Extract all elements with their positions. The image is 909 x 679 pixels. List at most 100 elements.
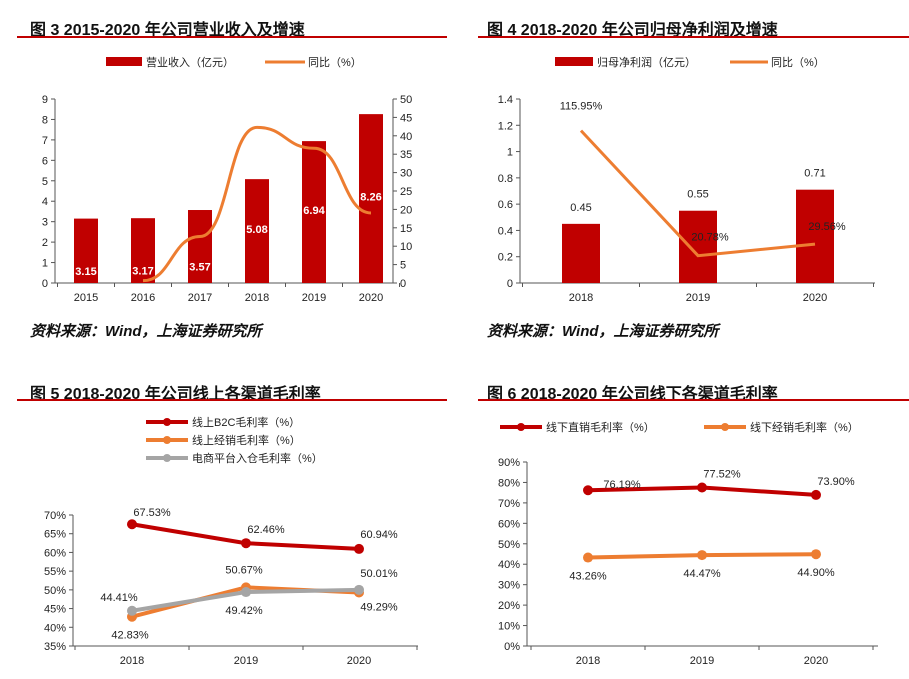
y2-tick-label: 40 (400, 131, 412, 143)
chart4-title: 图 6 2018-2020 年公司线下各渠道毛利率 (487, 386, 778, 403)
revenue-bar (302, 141, 326, 283)
chart3-title: 图 5 2018-2020 年公司线上各渠道毛利率 (30, 386, 321, 403)
y2-tick-label: 0 (400, 278, 406, 290)
chart1-source: 资料来源：Wind，上海证券研究所 (30, 323, 262, 340)
y-tick-label: 3 (42, 217, 48, 229)
y2-tick-label: 35 (400, 149, 412, 161)
legend-label: 归母净利润（亿元） (597, 55, 696, 69)
revenue-bar (359, 114, 383, 283)
y-tick-label: 1.4 (498, 94, 513, 106)
x-tick-label: 2019 (234, 655, 258, 667)
profit-bar (679, 210, 717, 283)
data-point (811, 549, 821, 560)
x-tick-label: 2019 (690, 655, 714, 667)
y-tick-label: 0% (504, 641, 520, 653)
y-tick-label: 1 (42, 258, 48, 270)
data-point (354, 543, 364, 554)
bar-label: 3.57 (189, 262, 210, 274)
data-label: 50.01% (360, 568, 398, 580)
x-tick-label: 2016 (131, 292, 155, 304)
data-label: 76.19% (603, 479, 641, 491)
bar-label: 0.71 (804, 168, 825, 180)
data-point (697, 550, 707, 561)
y-tick-label: 45% (44, 604, 66, 616)
data-label: 49.29% (360, 602, 398, 614)
divider (17, 399, 447, 401)
data-point (583, 552, 593, 563)
y-tick-label: 0.6 (498, 199, 513, 211)
x-tick-label: 2018 (576, 655, 600, 667)
data-point (241, 538, 251, 549)
x-tick-label: 2018 (245, 292, 269, 304)
bar-label: 5.08 (246, 224, 267, 236)
y-tick-label: 50% (498, 539, 520, 551)
legend-label: 线上B2C毛利率（%） (192, 415, 300, 429)
data-point (811, 489, 821, 500)
bar-label: 0.55 (687, 189, 708, 201)
x-tick-label: 2020 (804, 655, 828, 667)
x-tick-label: 2020 (359, 292, 383, 304)
bar-label: 8.26 (360, 192, 381, 204)
y-tick-label: 40% (44, 622, 66, 634)
y-tick-label: 8 (42, 114, 48, 126)
x-tick-label: 2017 (188, 292, 212, 304)
legend-marker (721, 423, 729, 431)
y2-tick-label: 45 (400, 112, 412, 124)
y-tick-label: 9 (42, 94, 48, 106)
y2-tick-label: 20 (400, 204, 412, 216)
growth-line (142, 125, 372, 283)
data-label: 44.90% (797, 567, 835, 579)
divider (17, 36, 447, 38)
x-tick-label: 2018 (120, 655, 144, 667)
legend-marker (163, 454, 171, 462)
data-label: 44.47% (683, 568, 721, 580)
profit-bar (796, 189, 834, 283)
y-tick-label: 7 (42, 135, 48, 147)
legend-swatch (555, 57, 593, 66)
line-label: 20.78% (691, 232, 729, 244)
x-tick-label: 2020 (803, 292, 827, 304)
y2-tick-label: 5 (400, 260, 406, 272)
y2-tick-label: 30 (400, 168, 412, 180)
data-label: 49.42% (225, 605, 263, 617)
legend-marker (163, 418, 171, 426)
data-point (354, 584, 364, 595)
data-label: 62.46% (247, 524, 285, 536)
bar-label: 3.17 (132, 266, 153, 278)
y-tick-label: 0.2 (498, 252, 513, 264)
y-tick-label: 70% (498, 498, 520, 510)
y-tick-label: 0.8 (498, 173, 513, 185)
chart2-title: 图 4 2018-2020 年公司归母净利润及增速 (487, 22, 778, 39)
revenue-bar (131, 218, 155, 283)
data-label: 44.41% (100, 592, 138, 604)
data-label: 60.94% (360, 529, 398, 541)
revenue-bar (188, 210, 212, 283)
data-point (583, 485, 593, 496)
y-tick-label: 2 (42, 237, 48, 249)
legend-marker (517, 423, 525, 431)
data-point (127, 519, 137, 530)
y-tick-label: 0 (42, 278, 48, 290)
bar-label: 3.15 (75, 266, 96, 278)
revenue-bar (245, 179, 269, 283)
y-tick-label: 4 (42, 196, 48, 208)
y-tick-label: 40% (498, 559, 520, 571)
legend-label: 线上经销毛利率（%） (192, 433, 301, 447)
x-tick-label: 2018 (569, 292, 593, 304)
y-tick-label: 1 (507, 147, 513, 159)
data-label: 77.52% (703, 469, 741, 481)
y-tick-label: 5 (42, 176, 48, 188)
legend-label: 电商平台入仓毛利率（%） (192, 451, 323, 465)
legend-swatch (106, 57, 142, 66)
data-point (127, 605, 137, 616)
divider (478, 36, 909, 38)
y-tick-label: 10% (498, 621, 520, 633)
data-point (241, 587, 251, 598)
data-label: 67.53% (133, 507, 171, 519)
profit-bar (562, 223, 600, 283)
chart1-title: 图 3 2015-2020 年公司营业收入及增速 (30, 22, 305, 39)
revenue-bar (74, 218, 98, 283)
y-tick-label: 60% (498, 518, 520, 530)
data-label: 42.83% (111, 630, 149, 642)
